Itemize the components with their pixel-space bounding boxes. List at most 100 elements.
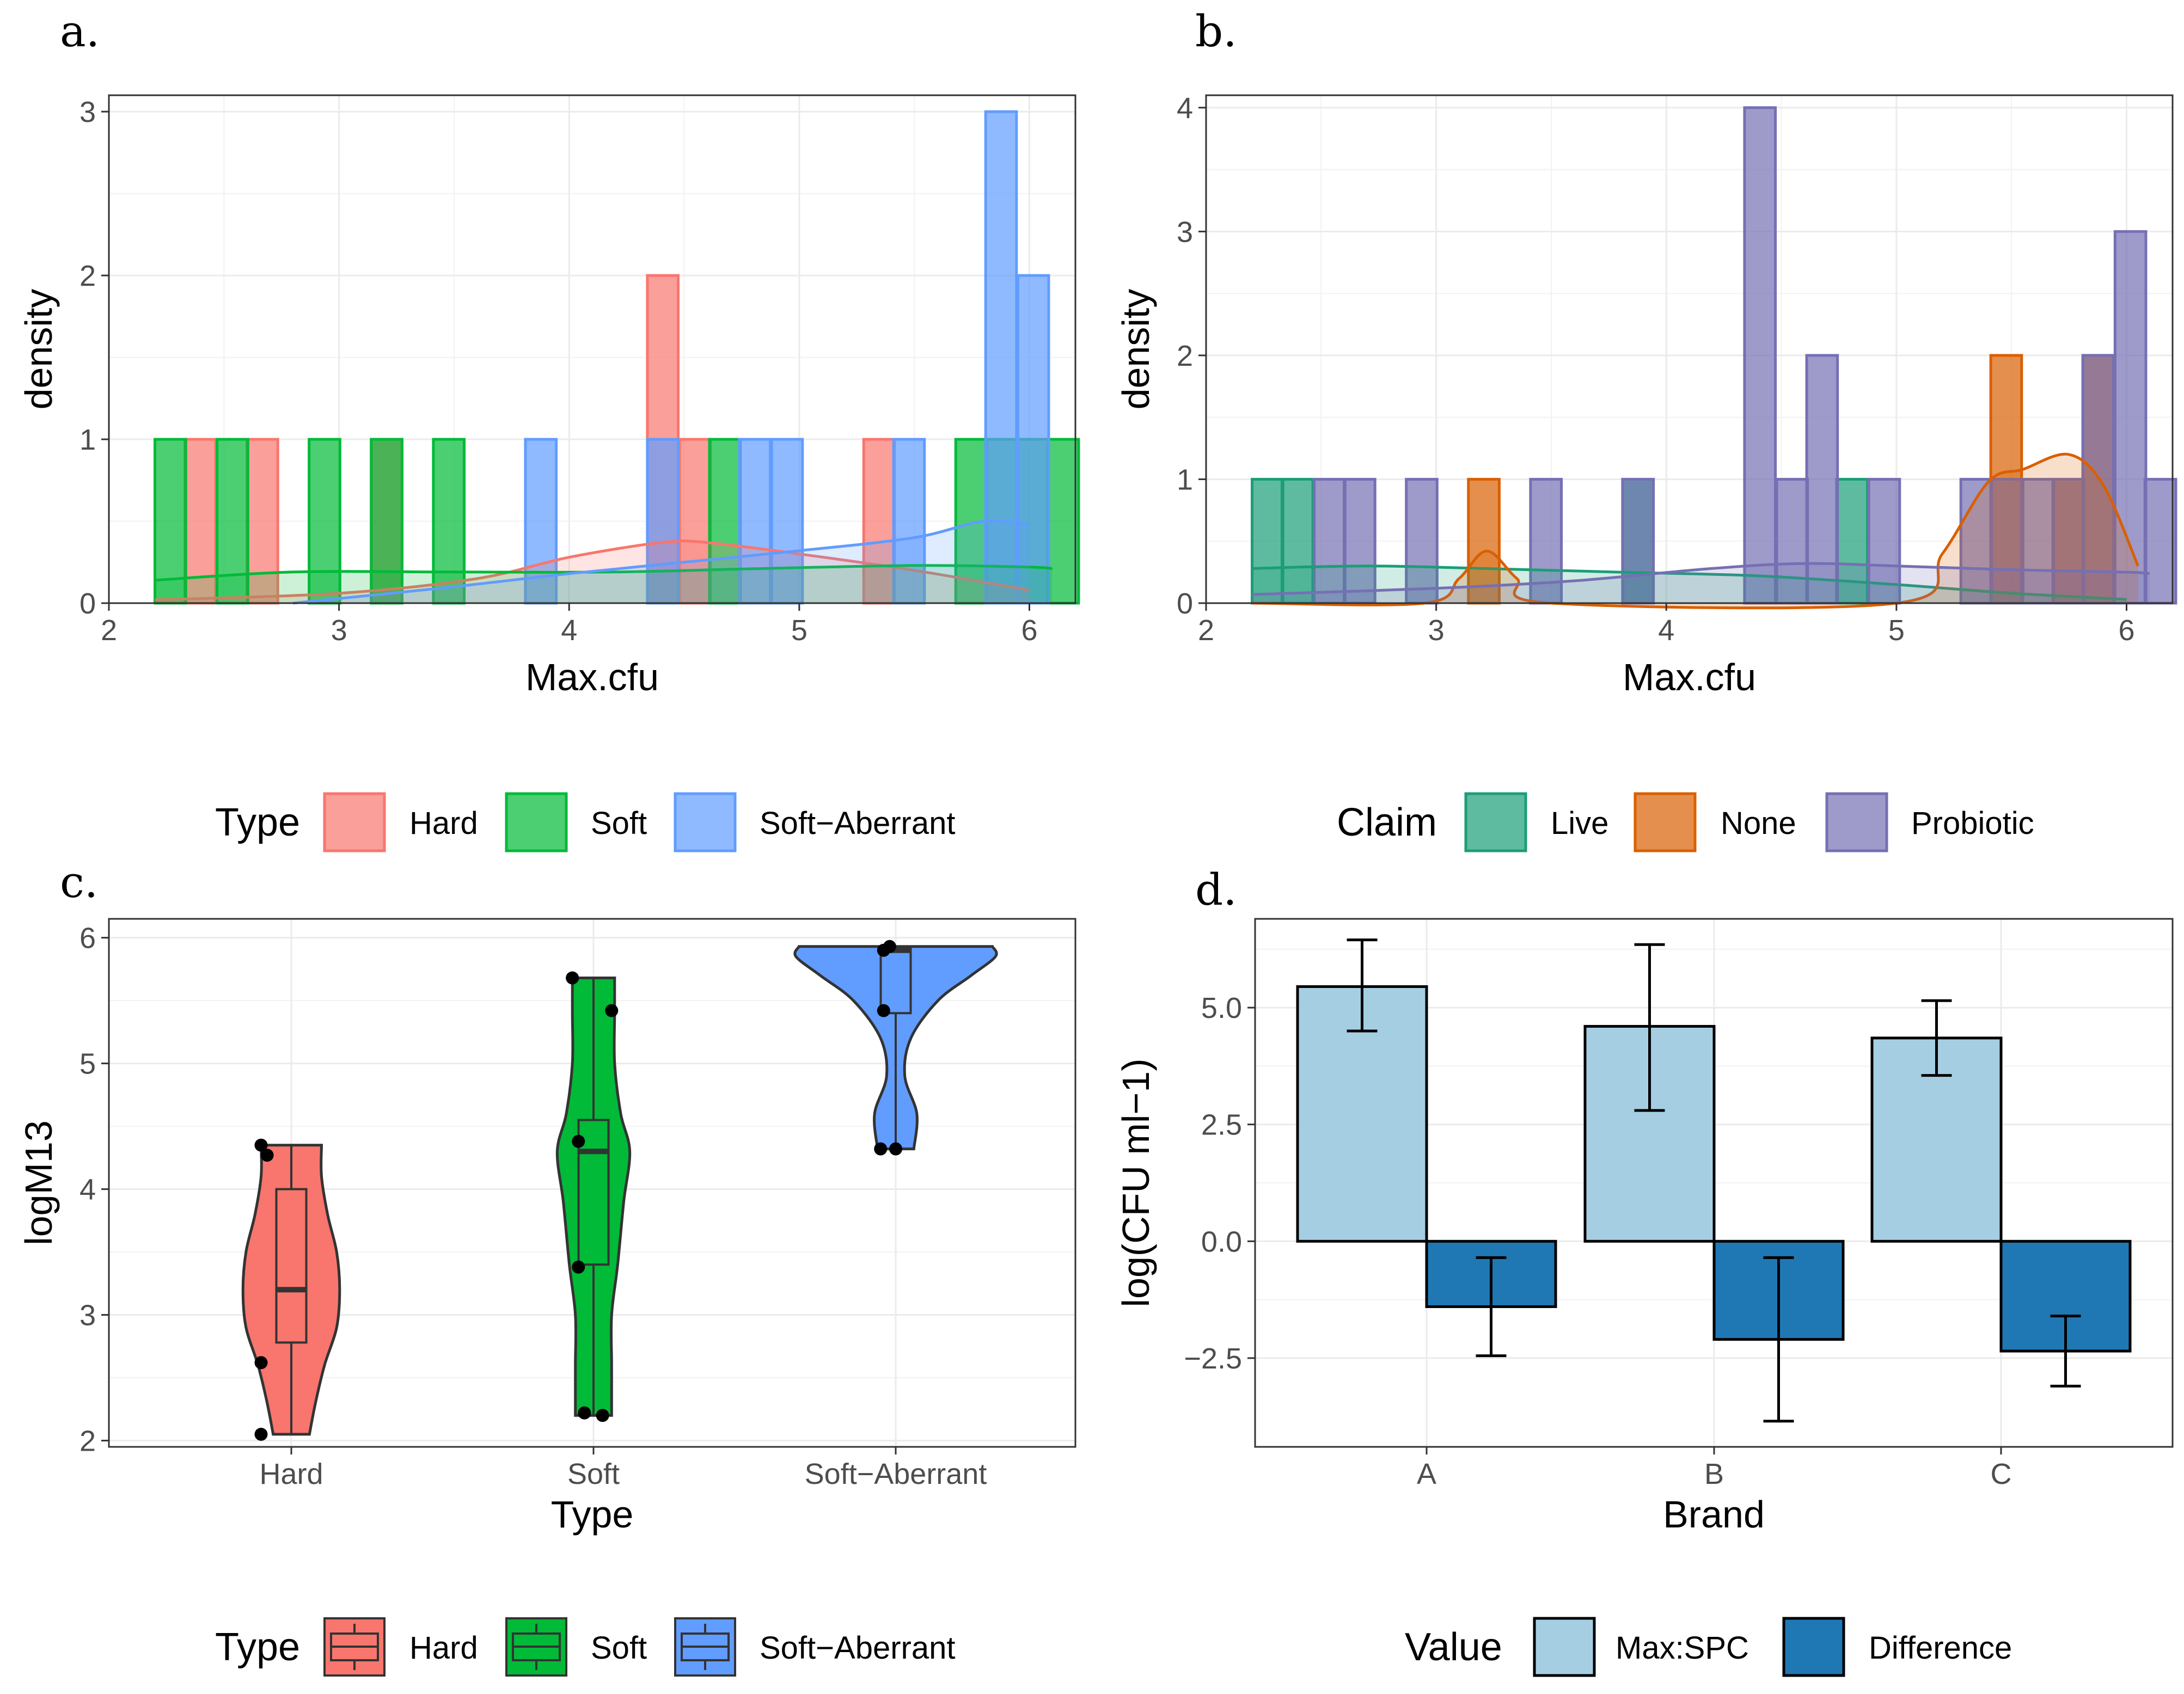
density-line-probiotic xyxy=(1252,562,2150,596)
data-point-hard-3 xyxy=(254,1427,268,1441)
y-tick-label: 2 xyxy=(1177,340,1193,372)
density-line-softaberrant xyxy=(292,519,1030,605)
density-line-soft xyxy=(155,564,1053,582)
y-tick-label: 2 xyxy=(79,1425,96,1457)
histogram-bar-probiotic-4 xyxy=(1621,477,1655,605)
y-tick-label: 5 xyxy=(79,1048,96,1081)
y-axis-title: density xyxy=(17,289,60,410)
x-tick-label: 2 xyxy=(1198,614,1214,647)
x-tick-label: 5 xyxy=(1888,614,1905,647)
legend-title: Value xyxy=(1405,1625,1502,1669)
legend-label: Difference xyxy=(1869,1630,2012,1666)
panel-a: a. 2 3 4 5 6 0 1 2 3 Max.cfu density Type Hard Soft So… xyxy=(17,6,1080,852)
error-bar-difference-A xyxy=(1476,1256,1507,1358)
box-hard xyxy=(275,1188,308,1344)
histogram-bar-probiotic-7 xyxy=(1805,354,1839,605)
error-bar-difference-C xyxy=(2050,1315,2081,1388)
y-tick-label: 4 xyxy=(79,1174,96,1206)
data-point-soft-4 xyxy=(578,1406,591,1420)
legend-label: Soft−Aberrant xyxy=(760,1630,956,1666)
x-tick-label: A xyxy=(1417,1458,1436,1490)
legend-swatch xyxy=(323,792,386,852)
box-softaberrant xyxy=(879,947,912,1015)
x-axis-title: Max.cfu xyxy=(525,656,659,698)
histogram-bar-softaberrant-2 xyxy=(738,438,772,605)
data-point-soft-5 xyxy=(596,1409,609,1422)
density-area-softaberrant xyxy=(293,520,1030,603)
histogram-bar-probiotic-15 xyxy=(2143,477,2177,605)
histogram-bar-probiotic-1 xyxy=(1343,477,1377,605)
density-area-live xyxy=(1252,566,2127,603)
x-tick-label: Soft xyxy=(567,1458,620,1490)
legend-label: Hard xyxy=(409,806,478,841)
x-tick-label: 4 xyxy=(1658,614,1674,647)
legend-swatch xyxy=(1825,792,1888,852)
data-point-soft-1 xyxy=(605,1004,619,1017)
data-point-hard-2 xyxy=(254,1356,268,1370)
legend-label: Soft−Aberrant xyxy=(760,806,956,841)
legend: Type Hard Soft Soft−Aberrant xyxy=(215,1617,956,1677)
data-point-softaberrant-2 xyxy=(877,1004,890,1017)
histogram-bar-live-1 xyxy=(1280,477,1314,605)
panel-b-plot-border xyxy=(1205,94,2174,604)
density-line-none xyxy=(1252,452,2139,610)
bar-maxspc-C xyxy=(1870,1036,2003,1243)
legend-key-probiotic xyxy=(1825,792,1888,852)
legend-key-none xyxy=(1634,792,1697,852)
histogram-bar-soft-9 xyxy=(1046,438,1080,605)
y-tick-label: 3 xyxy=(1177,216,1193,248)
data-point-softaberrant-4 xyxy=(889,1142,902,1156)
legend-key-softaberrant xyxy=(674,792,737,852)
y-tick-label: 0 xyxy=(1177,587,1193,620)
y-tick-label: 5.0 xyxy=(1201,992,1242,1024)
y-axis-title: log(CFU ml−1) xyxy=(1115,1058,1157,1307)
histogram-bar-hard-5 xyxy=(862,438,896,605)
data-point-soft-0 xyxy=(566,971,579,985)
x-tick-label: 3 xyxy=(331,614,347,647)
x-tick-label: B xyxy=(1704,1458,1724,1490)
y-tick-label: 3 xyxy=(79,1299,96,1332)
density-area-probiotic xyxy=(1252,563,2150,603)
legend-swatch xyxy=(505,792,568,852)
x-axis-title: Brand xyxy=(1663,1493,1765,1536)
histogram-bar-soft-0 xyxy=(154,438,187,605)
legend-swatch xyxy=(1533,1617,1596,1677)
legend: Claim Live None Probiotic xyxy=(1337,792,2034,852)
x-tick-label: 3 xyxy=(1428,614,1445,647)
x-tick-label: Soft−Aberrant xyxy=(805,1458,987,1490)
x-axis-title: Type xyxy=(551,1493,634,1536)
legend-title: Claim xyxy=(1337,801,1437,844)
x-tick-label: C xyxy=(1991,1458,2012,1490)
y-tick-label: −2.5 xyxy=(1184,1342,1242,1375)
y-tick-label: 6 xyxy=(79,922,96,955)
legend-key-max:spc xyxy=(1533,1617,1596,1677)
legend-label: None xyxy=(1721,806,1796,841)
histogram-bar-probiotic-11 xyxy=(2021,477,2055,605)
error-bar-maxspc-A xyxy=(1347,938,1378,1033)
legend-label: Soft xyxy=(591,1630,647,1666)
legend-label: Max:SPC xyxy=(1616,1630,1749,1666)
data-point-hard-1 xyxy=(260,1149,274,1162)
data-point-soft-3 xyxy=(572,1260,585,1274)
legend-title: Type xyxy=(215,801,300,844)
x-tick-label: Hard xyxy=(259,1458,323,1490)
data-point-softaberrant-1 xyxy=(883,940,896,953)
panel-b: b. 2 3 4 5 6 0 1 2 3 4 Max.cfu density Claim Live None… xyxy=(1115,6,2177,852)
histogram-bar-probiotic-5 xyxy=(1743,106,1777,605)
x-tick-label: 6 xyxy=(1021,614,1037,647)
density-area-none xyxy=(1252,454,2138,608)
legend-swatch xyxy=(1782,1617,1845,1677)
legend-label: Hard xyxy=(409,1630,478,1666)
legend-label: Probiotic xyxy=(1911,806,2034,841)
y-tick-label: 3 xyxy=(79,96,96,128)
legend-key-soft xyxy=(505,792,568,852)
panel-c-letter: c. xyxy=(60,857,98,907)
legend-label: Live xyxy=(1551,806,1608,841)
legend-title: Type xyxy=(215,1625,300,1669)
histogram-bar-probiotic-10 xyxy=(1989,477,2023,605)
y-tick-label: 2 xyxy=(79,260,96,292)
panel-d: d. −2.5 0.0 2.5 5.0 A B C Brand log(CFU ml−1) Val… xyxy=(1115,864,2174,1677)
panel-a-letter: a. xyxy=(60,6,100,57)
error-bar-difference-B xyxy=(1763,1256,1794,1423)
